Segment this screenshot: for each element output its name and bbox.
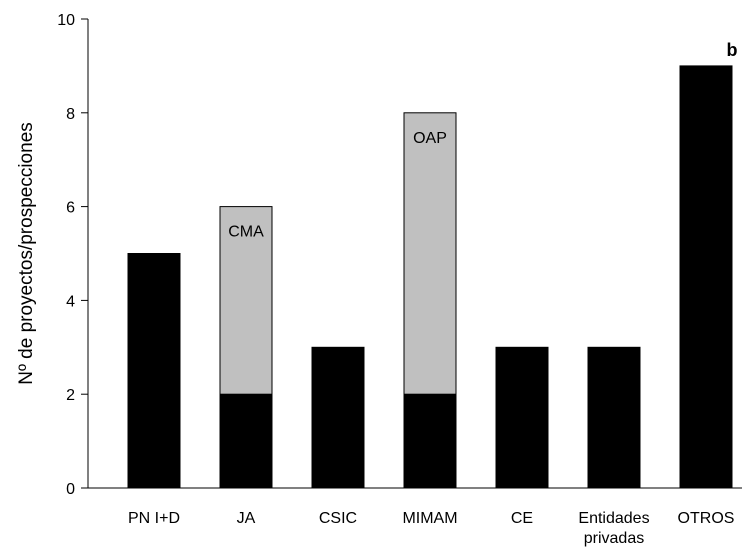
y-tick-label: 0 — [66, 481, 75, 498]
bar-0-4 — [495, 346, 549, 489]
bar-0-1 — [219, 393, 273, 489]
x-tick-label: OTROS — [678, 510, 735, 527]
bar-0-0 — [127, 253, 181, 489]
x-tick-label: MIMAM — [402, 510, 457, 527]
annotation-label: OAP — [413, 130, 447, 147]
bar-0-5 — [587, 346, 641, 489]
bar-0-6 — [679, 65, 733, 489]
bar-1-3 — [403, 112, 457, 395]
y-axis-title: Nº de proyectos/prospecciones — [16, 122, 37, 385]
annotations: CMA OAP — [228, 130, 447, 241]
y-tick-label: 6 — [66, 200, 75, 217]
bar-0-3 — [403, 393, 457, 489]
bars-layer — [127, 65, 733, 489]
bar-1-1 — [219, 206, 273, 395]
x-tick-labels: PN I+D JA CSIC MIMAM CE Entidades privadas OTRO… — [128, 510, 734, 547]
y-tick-label: 8 — [66, 106, 75, 123]
x-tick-label: CE — [511, 510, 533, 527]
y-ticks: 0 2 4 6 8 10 — [57, 12, 88, 498]
x-tick-label: CSIC — [319, 510, 357, 527]
axes-layer — [87, 19, 742, 489]
bar-0-2 — [311, 346, 365, 489]
y-tick-label: 2 — [66, 387, 75, 404]
x-tick-label: JA — [237, 510, 256, 527]
y-tick-label: 4 — [66, 293, 75, 310]
annotation-label: CMA — [228, 224, 264, 241]
x-tick-label: PN I+D — [128, 510, 180, 527]
x-tick-label: Entidades privadas — [578, 510, 649, 547]
y-tick-label: 10 — [57, 12, 75, 29]
panel-label: b — [727, 40, 738, 60]
